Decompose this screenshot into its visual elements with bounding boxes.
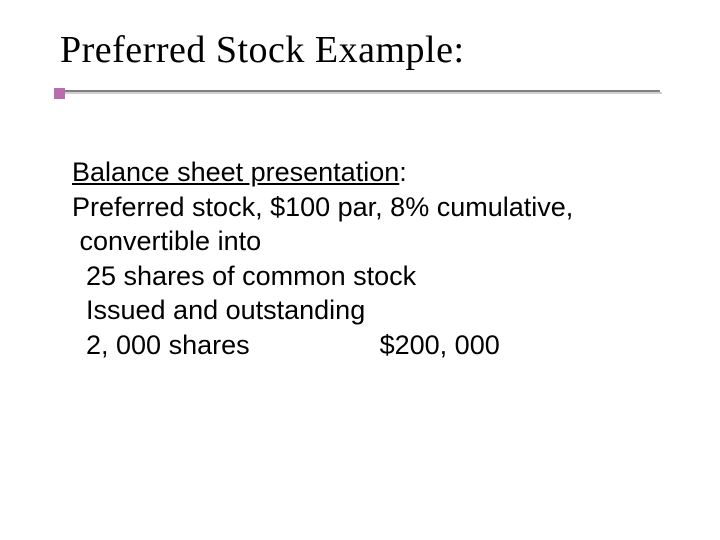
body-heading-suffix: : — [399, 157, 407, 187]
shares-count: 2, 000 shares — [72, 328, 250, 363]
title-block: Preferred Stock Example: — [60, 28, 660, 92]
body-line-6: 2, 000 shares $200, 000 — [72, 328, 672, 363]
title-rule — [60, 90, 660, 92]
body-heading-text: Balance sheet presentation — [72, 157, 399, 187]
shares-value: $200, 000 — [250, 328, 500, 363]
title-rule-shadow — [62, 92, 662, 94]
slide: Preferred Stock Example: Balance sheet p… — [0, 0, 720, 540]
body-line-4: 25 shares of common stock — [72, 259, 672, 294]
body-line-2: Preferred stock, $100 par, 8% cumulative… — [72, 190, 672, 225]
body-heading: Balance sheet presentation: — [72, 155, 672, 190]
body-block: Balance sheet presentation: Preferred st… — [72, 155, 672, 362]
title-rule-line — [60, 90, 660, 92]
slide-title: Preferred Stock Example: — [60, 28, 660, 72]
accent-square-icon — [54, 88, 65, 99]
body-line-5: Issued and outstanding — [72, 293, 672, 328]
body-line-3: convertible into — [72, 224, 672, 259]
